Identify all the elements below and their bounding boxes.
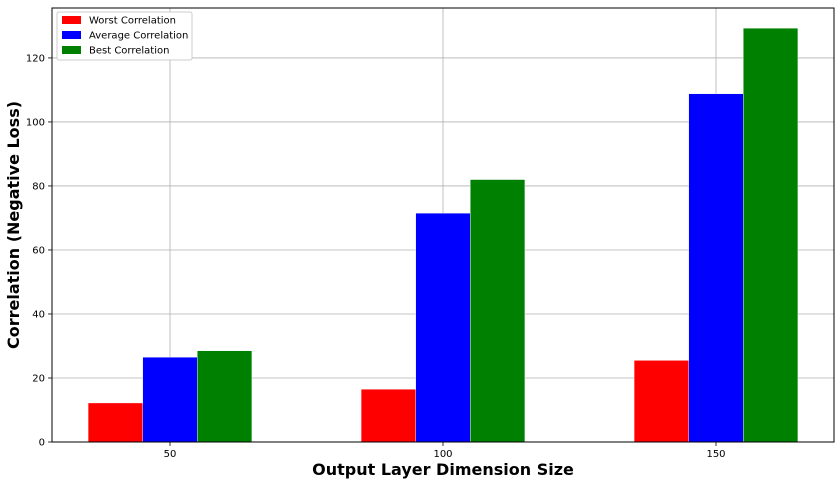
y-tick-label: 100 — [26, 117, 45, 128]
y-tick-label: 40 — [32, 309, 45, 320]
x-axis-title: Output Layer Dimension Size — [312, 460, 574, 479]
legend-box — [56, 11, 193, 61]
y-tick-label: 0 — [39, 438, 45, 449]
x-tick-label: 150 — [706, 449, 725, 460]
legend-swatch — [62, 31, 81, 39]
y-tick-label: 20 — [32, 373, 45, 384]
y-tick-label: 80 — [32, 181, 45, 192]
bar-best-correlation-150 — [743, 27, 799, 443]
y-tick-label: 60 — [32, 245, 45, 256]
x-tick-label: 50 — [164, 449, 177, 460]
bars — [87, 27, 799, 443]
bar-average-correlation-100 — [415, 212, 471, 443]
bar-average-correlation-50 — [142, 356, 198, 443]
bar-worst-correlation-50 — [87, 402, 143, 443]
bar-best-correlation-100 — [470, 179, 526, 443]
bar-worst-correlation-100 — [360, 388, 416, 443]
legend-label: Best Correlation — [89, 46, 169, 57]
legend-label: Average Correlation — [89, 31, 188, 42]
bar-worst-correlation-150 — [633, 360, 689, 443]
legend-label: Worst Correlation — [89, 16, 176, 27]
legend: Worst Correlation Average Correlation Best… — [56, 11, 193, 61]
x-axis-ticks: 50 100 150 — [164, 442, 726, 460]
y-tick-label: 120 — [26, 53, 45, 64]
legend-swatch — [62, 16, 81, 24]
bar-average-correlation-150 — [688, 93, 744, 443]
legend-swatch — [62, 46, 81, 54]
y-axis-ticks: 0 20 40 60 80 100 120 — [26, 53, 52, 449]
bar-best-correlation-50 — [197, 350, 253, 443]
x-tick-label: 100 — [433, 449, 452, 460]
y-axis-title: Correlation (Negative Loss) — [4, 101, 23, 349]
